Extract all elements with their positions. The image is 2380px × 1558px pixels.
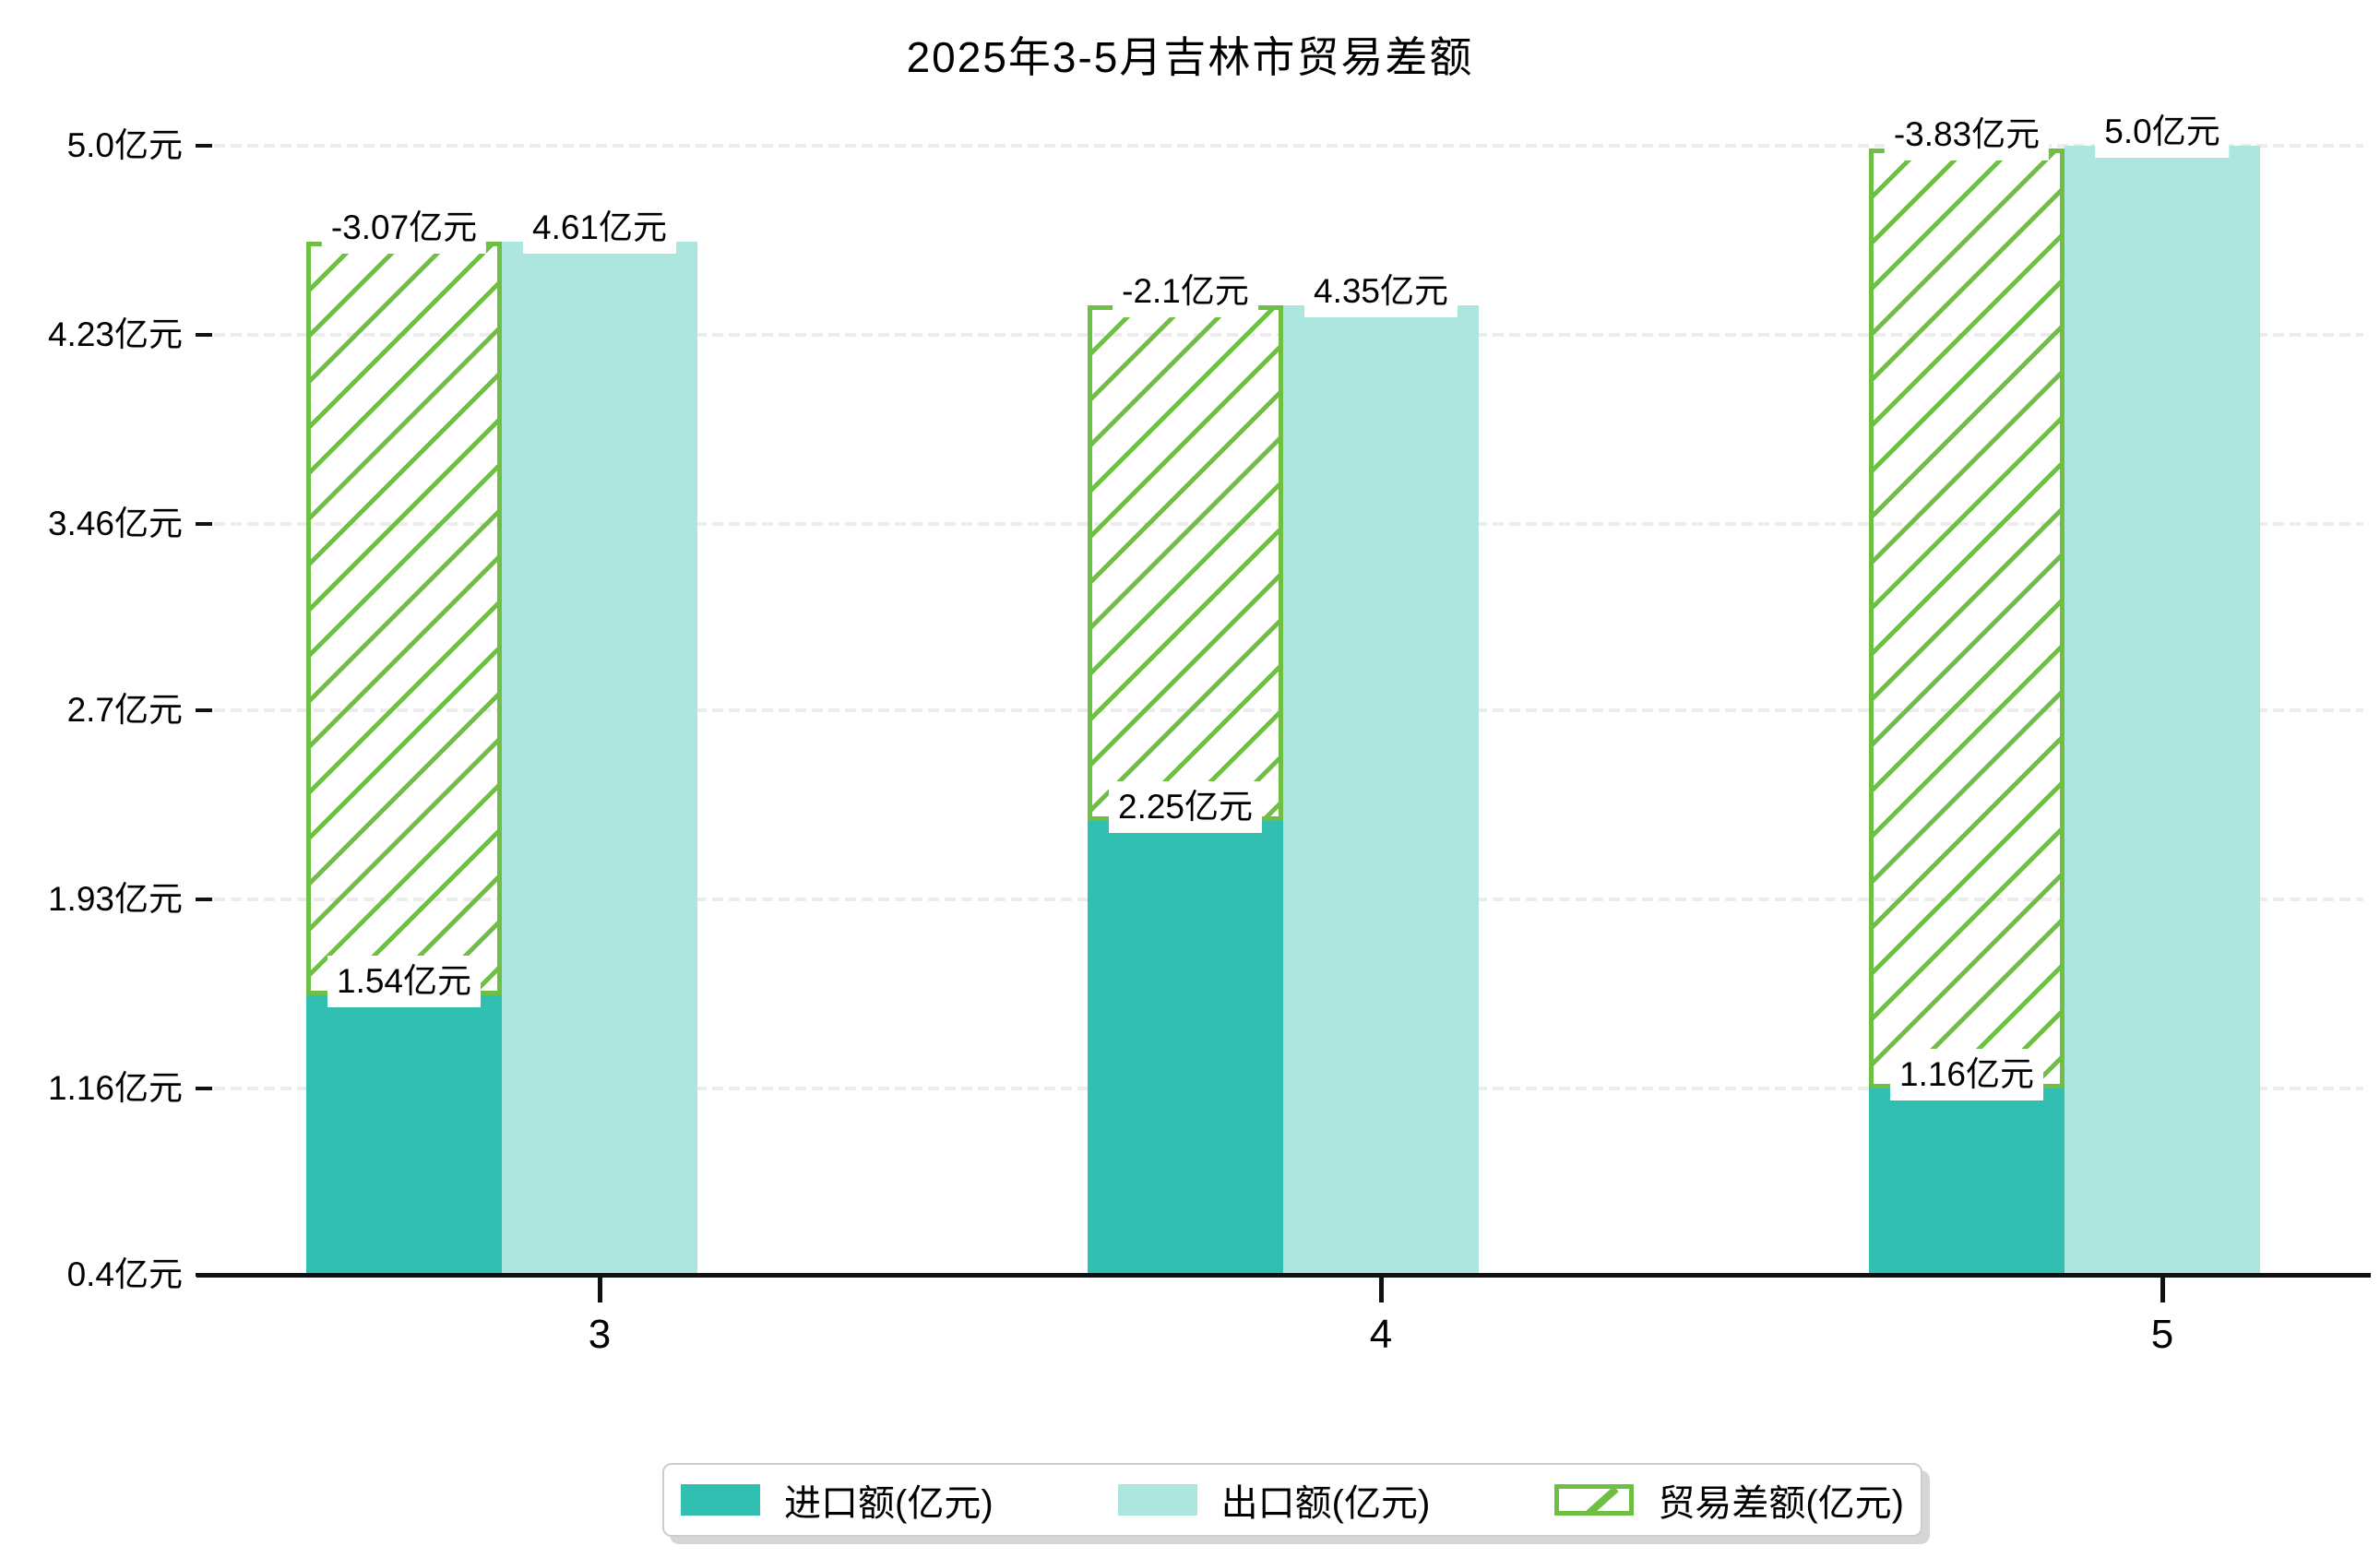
trade-balance-value-label: -2.1亿元 (1113, 265, 1258, 317)
x-axis-tick-label: 5 (2150, 1312, 2174, 1357)
import-value-label: 1.16亿元 (1889, 1048, 2044, 1100)
y-axis-tick-label: 4.23亿元 (47, 315, 183, 353)
import-value-label: 1.54亿元 (327, 955, 482, 1007)
export-bar (1283, 304, 1479, 1275)
y-axis-tick-label: 5.0亿元 (66, 126, 183, 164)
x-axis-tick-label: 3 (588, 1312, 612, 1357)
y-axis-tick (196, 708, 212, 712)
export-swatch-icon (1117, 1484, 1197, 1516)
import-bar (1869, 1088, 2065, 1275)
export-value-label: 5.0亿元 (2095, 106, 2230, 158)
import-bar (1088, 820, 1283, 1275)
chart-title: 2025年3-5月吉林市贸易差额 (906, 33, 1474, 81)
x-axis-tick-label: 4 (1369, 1312, 1393, 1357)
trade-balance-bar (1869, 148, 2065, 1088)
y-axis-tick-label: 1.16亿元 (47, 1068, 183, 1107)
legend-label-import: 进口额(亿元) (784, 1483, 994, 1524)
balance-hatch-swatch-icon (1554, 1484, 1635, 1516)
legend-item-balance: 贸易差额(亿元) (1554, 1473, 1904, 1527)
trade-balance-value-label: -3.83亿元 (1884, 108, 2050, 161)
y-axis-tick (196, 1086, 212, 1090)
export-bar (2065, 146, 2260, 1275)
legend: 进口额(亿元) 出口额(亿元) 贸易差额(亿元) (662, 1463, 1922, 1537)
import-bar (306, 994, 502, 1275)
y-axis-tick-label: 3.46亿元 (47, 504, 183, 542)
legend-label-export: 出口额(亿元) (1220, 1483, 1431, 1524)
legend-item-export: 出口额(亿元) (1117, 1473, 1431, 1527)
trade-balance-bar (306, 241, 502, 995)
trade-balance-value-label: -3.07亿元 (321, 201, 487, 254)
legend-label-balance: 贸易差额(亿元) (1658, 1483, 1904, 1524)
y-axis-tick-label: 1.93亿元 (47, 879, 183, 918)
x-axis-tick (1379, 1278, 1384, 1302)
y-axis-tick (196, 144, 212, 148)
y-axis-tick-label: 2.7亿元 (66, 691, 183, 729)
export-value-label: 4.35亿元 (1303, 265, 1458, 317)
y-axis-tick-label: 0.4亿元 (66, 1255, 183, 1293)
gridline (214, 144, 2363, 148)
export-bar (502, 241, 697, 1275)
export-value-label: 4.61亿元 (522, 201, 677, 254)
x-axis-line (196, 1273, 2371, 1278)
y-axis-tick (196, 332, 212, 337)
import-value-label: 2.25亿元 (1108, 780, 1263, 833)
x-axis-tick (598, 1278, 602, 1302)
x-axis-tick (2160, 1278, 2165, 1302)
y-axis-tick (196, 521, 212, 526)
legend-item-import: 进口额(亿元) (681, 1473, 994, 1527)
trade-balance-bar (1088, 304, 1283, 821)
import-swatch-icon (681, 1484, 760, 1516)
y-axis-tick (196, 897, 212, 901)
